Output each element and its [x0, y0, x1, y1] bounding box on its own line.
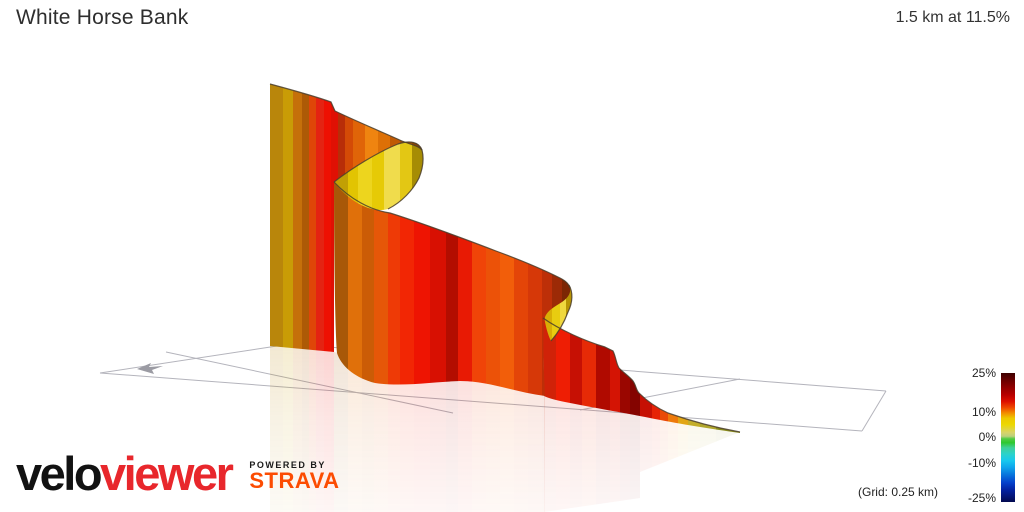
ribbon-reflection [270, 346, 740, 512]
strava-attribution[interactable]: POWERED BY STRAVA [249, 460, 339, 492]
veloviewer-logo[interactable]: veloviewer POWERED BY STRAVA [16, 450, 340, 497]
logo-viewer-text: viewer [100, 447, 234, 500]
legend-tick-label: -10% [967, 456, 996, 470]
elevation-ribbon [269, 83, 741, 433]
legend-tick-label: -25% [967, 491, 996, 505]
grid-spacing-note: (Grid: 0.25 km) [857, 485, 938, 499]
logo-velo-text: velo [16, 447, 103, 500]
route-start-marker [137, 363, 163, 374]
strava-wordmark: STRAVA [249, 468, 340, 493]
ribbon-wall-seg2 [334, 182, 571, 396]
gradient-colorbar [1001, 373, 1015, 502]
powered-by-label: POWERED BY [249, 460, 326, 470]
page-title: White Horse Bank [16, 6, 189, 29]
legend-tick-label: 10% [971, 405, 996, 419]
ribbon-wall-seg3 [543, 318, 740, 433]
veloviewer-wordmark: veloviewer [16, 450, 234, 497]
legend-tick-label: 25% [971, 366, 996, 380]
legend-tick-label: 0% [978, 430, 996, 444]
ribbon-wall-seg1 [270, 84, 422, 352]
ribbon-top-edges [269, 83, 741, 433]
climb-summary: 1.5 km at 11.5% [895, 9, 1010, 26]
ribbon-backface-sliver1 [334, 142, 423, 211]
grid-line [861, 390, 887, 432]
